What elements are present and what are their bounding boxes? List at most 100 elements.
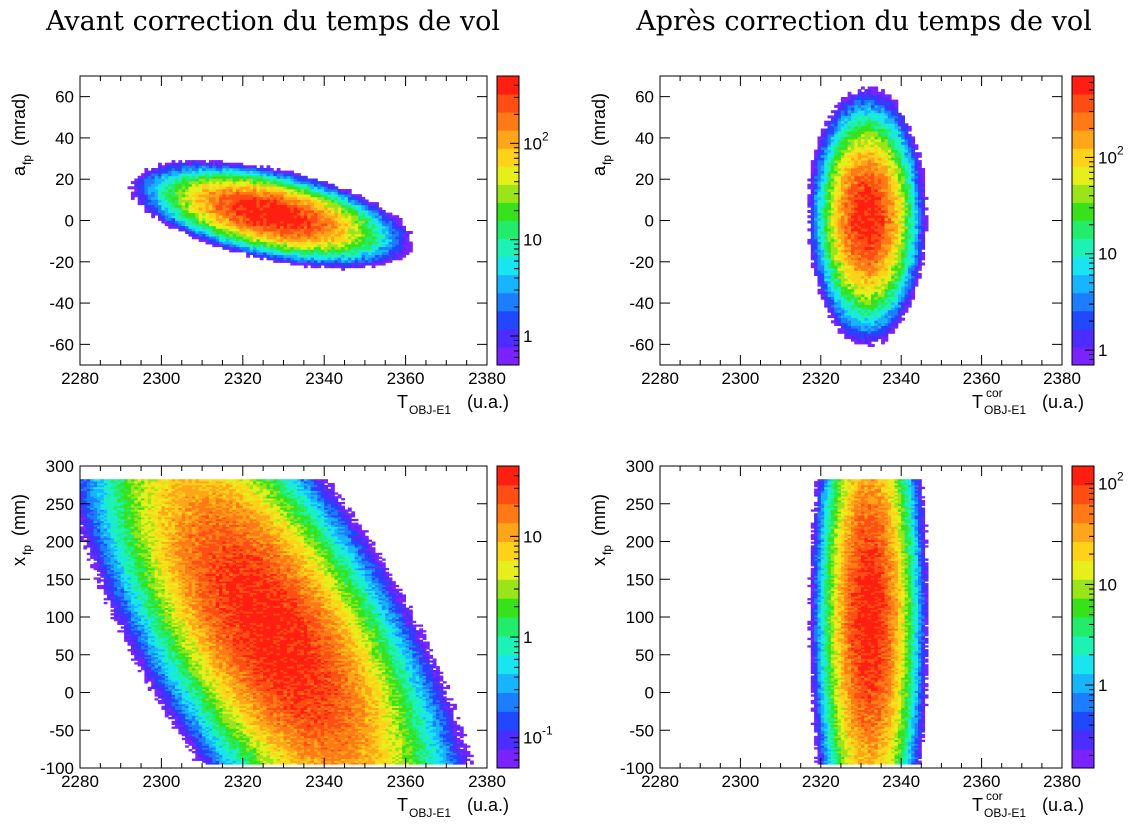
heatmap-cell [347, 215, 352, 219]
heatmap-cell [871, 191, 875, 195]
heatmap-cell [904, 186, 909, 190]
heatmap-cell [881, 336, 885, 340]
heatmap-cell [907, 178, 912, 182]
heatmap-cell [253, 244, 257, 248]
heatmap-cell [891, 102, 895, 106]
heatmap-cell [840, 168, 845, 171]
heatmap-cell [897, 136, 902, 140]
heatmap-cell [861, 236, 865, 240]
heatmap-cell [827, 189, 832, 192]
heatmap-cell [354, 210, 359, 213]
heatmap-cell [307, 259, 311, 263]
heatmap-cell [168, 215, 172, 219]
heatmap-cell [273, 170, 278, 174]
heatmap-cell [907, 146, 912, 150]
heatmap-cell [273, 196, 278, 200]
heatmap-cell [824, 286, 828, 290]
heatmap-cell [276, 233, 281, 237]
heatmap-cell [884, 168, 889, 171]
heatmap-cell [310, 254, 315, 258]
heatmap-cell [225, 186, 230, 190]
heatmap-cell [830, 170, 835, 174]
heatmap-cell [375, 246, 379, 250]
heatmap-cell [253, 175, 257, 179]
heatmap-cell [331, 259, 335, 263]
heatmap-cell [820, 157, 825, 161]
heatmap-cell [840, 207, 845, 211]
heatmap-cell [847, 199, 852, 203]
heatmap-cell [847, 233, 852, 237]
heatmap-cell [847, 144, 852, 148]
heatmap-cell [388, 249, 393, 253]
heatmap-cell [337, 231, 342, 234]
heatmap-cell [371, 202, 376, 206]
heatmap-cell [171, 175, 176, 179]
heatmap-cell [334, 259, 339, 263]
heatmap-cell [874, 280, 879, 284]
heatmap-cell [293, 183, 298, 187]
heatmap-cell [837, 196, 842, 200]
heatmap-cell [847, 320, 852, 324]
heatmap-cell [314, 262, 318, 266]
heatmap-cell [874, 86, 879, 90]
heatmap-cell [273, 225, 278, 229]
heatmap-cell [364, 220, 369, 224]
heatmap-cell [911, 157, 916, 161]
heatmap-cell [824, 278, 828, 282]
heatmap-cell [810, 220, 815, 224]
heatmap-cell [317, 246, 322, 250]
heatmap-cell [290, 212, 295, 216]
heatmap-cell [814, 210, 818, 213]
heatmap-cell [290, 202, 295, 206]
heatmap-cell [334, 236, 339, 240]
heatmap-cell [857, 120, 862, 124]
heatmap-cell [273, 202, 278, 206]
heatmap-cell [894, 149, 899, 153]
heatmap-cell [834, 162, 838, 166]
heatmap-cell [891, 204, 895, 208]
heatmap-cell [867, 175, 872, 179]
y-axis-label: afp(mrad) [9, 93, 34, 176]
heatmap-cell [371, 259, 376, 263]
heatmap-cell [881, 323, 885, 326]
heatmap-cell [857, 94, 862, 98]
heatmap-cell [901, 118, 905, 121]
heatmap-cell [891, 317, 895, 321]
heatmap-cell [851, 288, 855, 292]
heatmap-cell [851, 128, 855, 132]
x-tick-label: 2340 [305, 369, 343, 388]
heatmap-cell [884, 141, 889, 145]
heatmap-cell [168, 162, 172, 166]
heatmap-cell [834, 296, 838, 300]
heatmap-cell [300, 178, 305, 182]
heatmap-cell [824, 233, 828, 237]
heatmap-cell [884, 244, 889, 248]
heatmap-cell [820, 267, 825, 271]
heatmap-cell [239, 175, 244, 179]
heatmap-cell [911, 246, 916, 250]
heatmap-cell [334, 186, 339, 190]
heatmap-cell [847, 99, 852, 103]
heatmap-cell [884, 217, 889, 221]
heatmap-cell [830, 118, 835, 121]
heatmap-cell [215, 181, 220, 185]
heatmap-cell [901, 286, 905, 290]
heatmap-cell [297, 225, 301, 229]
heatmap-cell [137, 194, 142, 198]
heatmap-cell [864, 91, 869, 95]
heatmap-cell [246, 217, 250, 221]
heatmap-cell [253, 178, 257, 182]
heatmap-cell [327, 262, 332, 266]
heatmap-cell [827, 131, 832, 135]
heatmap-cell [884, 301, 889, 305]
heatmap-cell [276, 199, 281, 203]
heatmap-cell [834, 149, 838, 153]
heatmap-cell [310, 191, 315, 195]
heatmap-cell [844, 301, 849, 305]
heatmap-cell [817, 154, 822, 158]
heatmap-cell [830, 110, 835, 114]
heatmap-cell [834, 265, 838, 269]
heatmap-cell [904, 296, 909, 300]
heatmap-cell [351, 228, 356, 232]
heatmap-cell [324, 217, 328, 221]
